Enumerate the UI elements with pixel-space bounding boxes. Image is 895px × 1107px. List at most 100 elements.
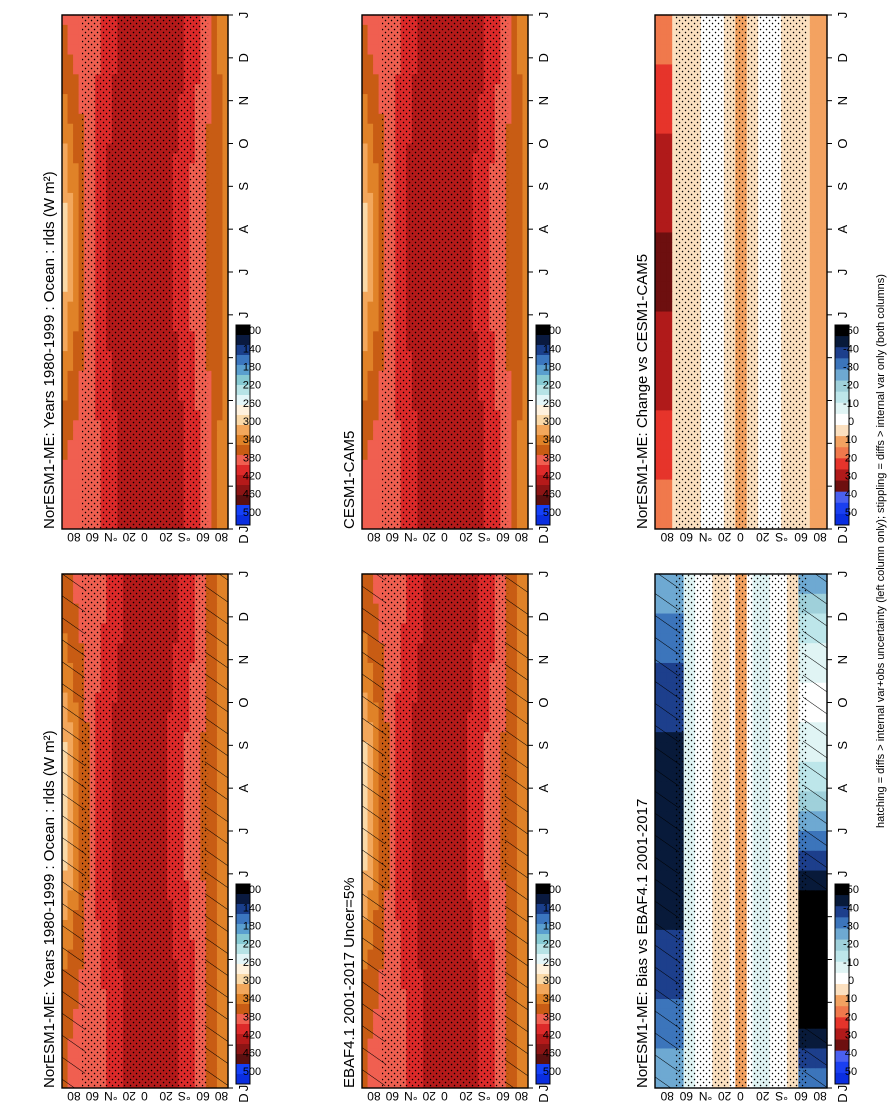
month-label: O xyxy=(536,697,551,707)
heatmap-cell xyxy=(211,400,217,410)
heatmap-cell xyxy=(62,182,68,192)
panel-title: NorESM1-ME: Years 1980-1999 : Ocean : rl… xyxy=(41,171,58,529)
month-label: A xyxy=(236,225,251,234)
heatmap-cell xyxy=(217,222,223,232)
heatmap-cell xyxy=(62,459,68,469)
heatmap-cell xyxy=(62,420,68,430)
heatmap-cell xyxy=(217,44,223,54)
heatmap-cell xyxy=(211,390,217,400)
heatmap-cell xyxy=(211,301,217,311)
heatmap-cell xyxy=(62,84,68,94)
heatmap-cell xyxy=(62,479,68,489)
latitude-label: °S xyxy=(478,1089,491,1102)
latitude-label: 20 xyxy=(422,1089,436,1102)
heatmap-cell xyxy=(211,103,217,113)
heatmap-cell xyxy=(217,331,223,341)
heatmap-cell xyxy=(211,479,217,489)
heatmap-cell xyxy=(217,509,223,519)
heatmap-cell xyxy=(62,291,68,301)
heatmap-cell xyxy=(211,202,217,212)
latitude-label: 80 xyxy=(514,1089,528,1102)
heatmap-cell xyxy=(368,509,374,519)
month-label: S xyxy=(236,182,251,191)
heatmap-cell xyxy=(217,400,223,410)
heatmap-cell xyxy=(62,133,68,143)
heatmap-cell xyxy=(62,24,68,34)
heatmap-cell xyxy=(68,232,74,242)
colorbar-label: 380 xyxy=(243,1011,261,1023)
heatmap-cell xyxy=(217,449,223,459)
heatmap-cell xyxy=(73,420,79,430)
heatmap-cell xyxy=(73,103,79,113)
colorbar-label: 500 xyxy=(243,1066,261,1078)
heatmap-cell xyxy=(217,103,223,113)
heatmap-cell xyxy=(68,202,74,212)
heatmap-cell xyxy=(62,153,68,163)
heatmap-cell xyxy=(73,380,79,390)
heatmap-cell xyxy=(73,34,79,44)
heatmap-cell xyxy=(73,281,79,291)
heatmap-cell xyxy=(68,34,74,44)
heatmap-cell xyxy=(68,420,74,430)
colorbar-label: 140 xyxy=(543,902,561,914)
heatmap-cell xyxy=(217,163,223,173)
heatmap-cell xyxy=(62,410,68,420)
colorbar-label: 260 xyxy=(543,957,561,969)
heatmap-cell xyxy=(62,350,68,360)
heatmap-cell xyxy=(73,242,79,252)
heatmap-cell xyxy=(211,262,217,272)
heatmap-cell xyxy=(211,84,217,94)
heatmap-cell xyxy=(211,163,217,173)
heatmap-cell xyxy=(217,489,223,499)
heatmap-cell xyxy=(211,182,217,192)
heatmap-cell xyxy=(73,222,79,232)
month-label: O xyxy=(236,697,251,707)
heatmap-cell xyxy=(217,390,223,400)
latitude-label: 0 xyxy=(141,530,148,544)
heatmap-cell xyxy=(68,400,74,410)
colorbar-label: 340 xyxy=(243,434,261,446)
month-label: S xyxy=(236,741,251,750)
heatmap-cell xyxy=(68,311,74,321)
latitude-label: 60 xyxy=(196,530,210,544)
colorbar-label: 420 xyxy=(243,471,261,483)
heatmap-cell xyxy=(362,499,368,509)
colorbar-label: 140 xyxy=(243,902,261,914)
month-label: D xyxy=(236,612,251,621)
heatmap-cell xyxy=(73,143,79,153)
heatmap-cell xyxy=(73,44,79,54)
month-label: A xyxy=(536,784,551,793)
heatmap-cell xyxy=(362,519,368,529)
heatmap-cell xyxy=(68,360,74,370)
colorbar-label: 420 xyxy=(243,1030,261,1042)
heatmap-cell xyxy=(217,113,223,123)
heatmap-cell xyxy=(62,93,68,103)
latitude-label: 20 xyxy=(159,1089,173,1102)
heatmap-cell xyxy=(62,341,68,351)
colorbar-label: 500 xyxy=(543,1066,561,1078)
heatmap-cell xyxy=(62,34,68,44)
latitude-label: 60 xyxy=(385,1089,399,1102)
heatmap-cell xyxy=(211,24,217,34)
heatmap-cell xyxy=(217,281,223,291)
heatmap-cell xyxy=(211,74,217,84)
heatmap-cell xyxy=(68,281,74,291)
panel-title: EBAF4.1 2001-2017 Uncer=5% xyxy=(341,877,358,1088)
month-label: J xyxy=(236,871,251,878)
stippling-overlay xyxy=(82,574,208,1088)
stippling-overlay xyxy=(382,574,508,1088)
heatmap-cell xyxy=(68,479,74,489)
heatmap-cell xyxy=(217,34,223,44)
heatmap-cell xyxy=(73,133,79,143)
heatmap-cell xyxy=(73,360,79,370)
heatmap-cell xyxy=(73,202,79,212)
heatmap-cell xyxy=(217,242,223,252)
heatmap-cell xyxy=(211,489,217,499)
heatmap-cell xyxy=(73,390,79,400)
heatmap-cell xyxy=(217,64,223,74)
heatmap-cell xyxy=(73,331,79,341)
heatmap-cell xyxy=(73,341,79,351)
